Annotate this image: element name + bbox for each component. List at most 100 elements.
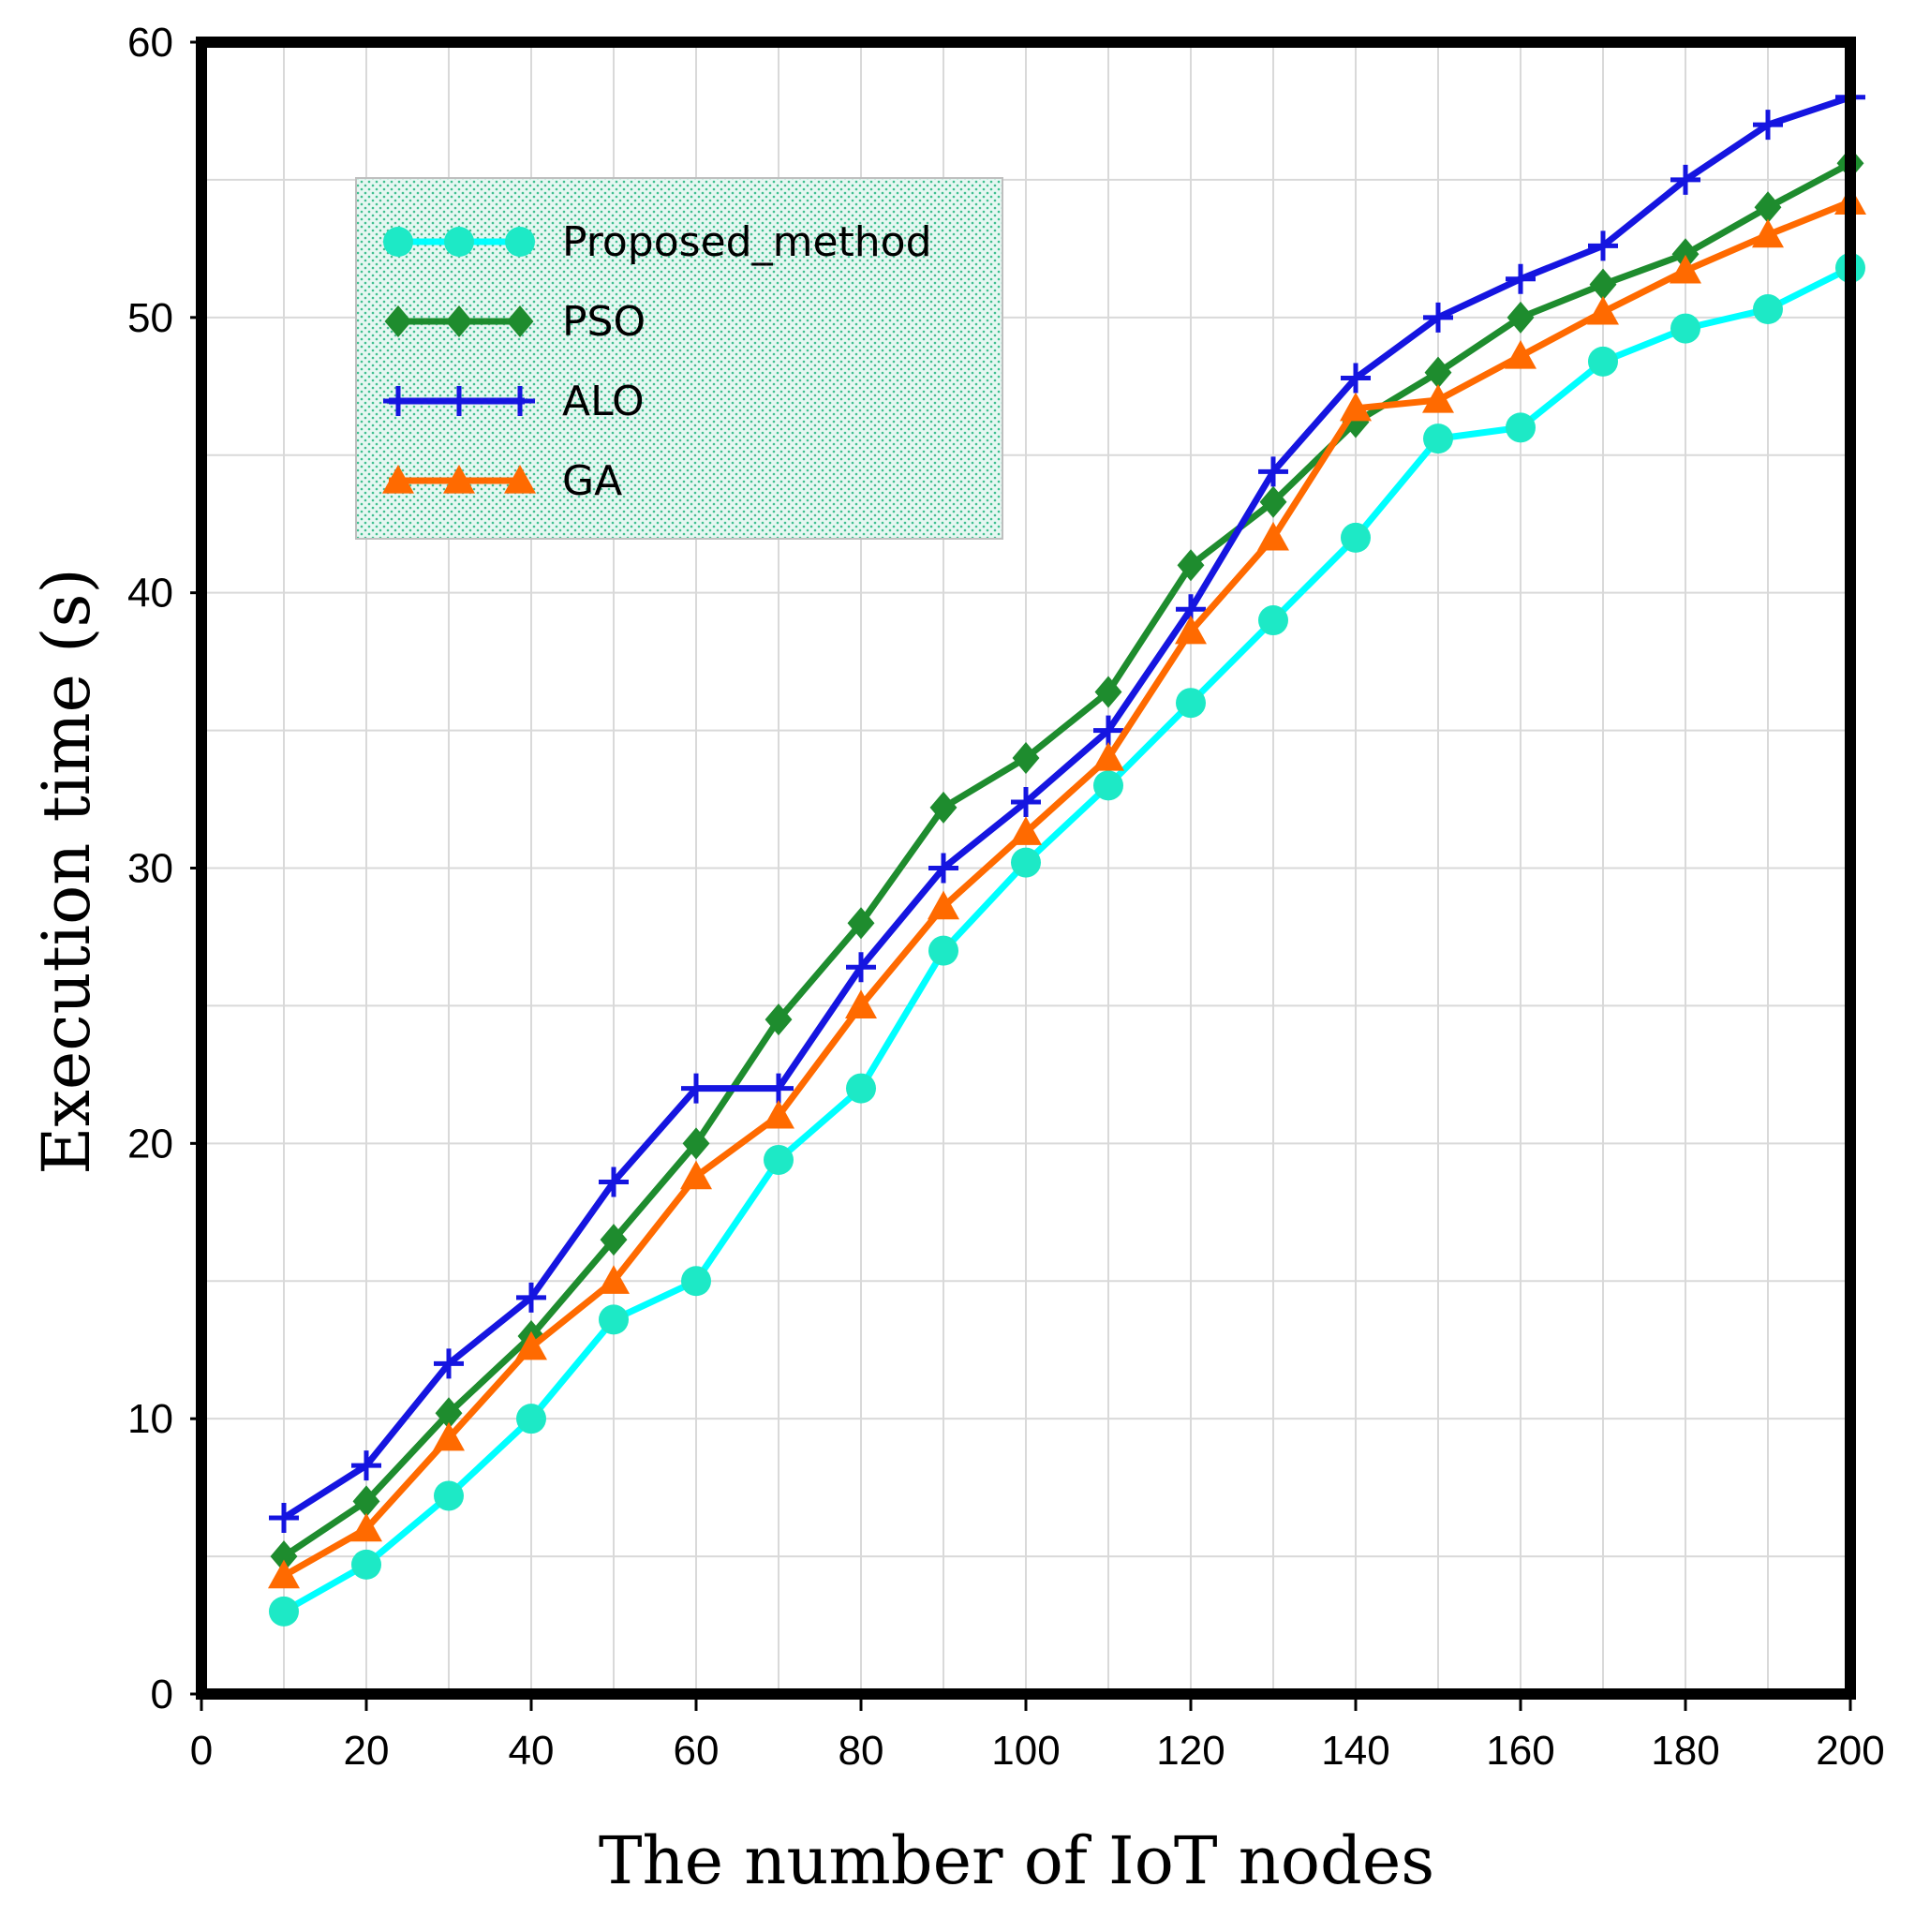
data-point <box>680 1160 712 1190</box>
x-tick-label: 160 <box>1486 1728 1554 1774</box>
data-point <box>681 1073 711 1104</box>
data-point <box>1423 302 1453 333</box>
data-point <box>1588 230 1618 261</box>
data-point <box>434 1348 464 1379</box>
series-line <box>282 94 1852 1521</box>
data-point <box>435 1397 463 1430</box>
data-point <box>1177 549 1205 582</box>
data-point <box>1506 412 1536 443</box>
x-tick-label: 120 <box>1156 1728 1225 1774</box>
data-point <box>598 1265 630 1294</box>
legend-label: PSO <box>562 298 646 346</box>
data-point <box>764 1144 794 1175</box>
data-point <box>382 465 414 494</box>
x-axis-ticks: 0 20 40 60 80 100 120 140 160 180 200 <box>190 1694 1885 1774</box>
data-point <box>928 853 958 884</box>
legend-items: Proposed_method PSO ALO GA <box>382 218 932 505</box>
data-point <box>846 1073 876 1104</box>
data-point <box>763 1099 794 1129</box>
series-ga <box>268 186 1866 1589</box>
legend-entry: Proposed_method <box>383 218 932 266</box>
data-point <box>1670 164 1700 195</box>
data-point <box>1423 424 1453 454</box>
x-tick-label: 0 <box>190 1728 213 1774</box>
data-point <box>269 1502 299 1533</box>
x-tick-label: 40 <box>509 1728 555 1774</box>
legend-label: ALO <box>562 378 645 425</box>
series-proposed-method <box>269 252 1865 1627</box>
series-alo <box>269 82 1865 1533</box>
legend-label: Proposed_method <box>562 218 932 266</box>
series-line <box>282 264 1852 1614</box>
data-point <box>845 989 877 1019</box>
data-point <box>1753 294 1783 325</box>
data-point <box>1257 521 1289 551</box>
x-tick-label: 200 <box>1816 1728 1884 1774</box>
data-point <box>270 1540 298 1573</box>
data-point <box>516 1282 546 1313</box>
data-point <box>444 386 474 416</box>
data-point <box>352 1485 380 1518</box>
y-tick-label: 20 <box>127 1121 173 1167</box>
data-point <box>1588 346 1618 377</box>
data-point <box>384 305 412 337</box>
data-point <box>682 1127 710 1160</box>
y-tick-label: 0 <box>151 1672 173 1717</box>
data-point <box>1092 741 1124 771</box>
data-point <box>928 935 958 966</box>
x-axis-title: The number of IoT nodes <box>599 1822 1434 1899</box>
data-point <box>383 386 413 416</box>
x-tick-label: 80 <box>839 1728 884 1774</box>
data-point <box>765 1003 793 1036</box>
y-tick-label: 30 <box>127 846 173 892</box>
data-point <box>1093 715 1123 746</box>
y-axis-title: Execution time (s) <box>28 568 105 1174</box>
data-point <box>1424 356 1452 389</box>
data-point <box>1012 741 1040 774</box>
data-point <box>1505 339 1536 369</box>
data-point <box>1258 605 1288 636</box>
legend-label: GA <box>562 457 622 505</box>
data-point <box>1011 786 1041 817</box>
y-tick-label: 40 <box>127 571 173 617</box>
data-point <box>1670 313 1700 344</box>
data-point <box>599 1167 629 1197</box>
data-point <box>1010 816 1042 845</box>
data-point <box>351 1450 381 1481</box>
data-point <box>443 465 475 494</box>
data-point <box>1094 676 1122 708</box>
data-point <box>1587 295 1619 325</box>
legend: Proposed_method PSO ALO GA <box>355 177 1003 540</box>
x-tick-label: 20 <box>344 1728 390 1774</box>
data-point <box>506 305 534 337</box>
data-point <box>445 305 473 337</box>
data-point <box>1754 191 1782 224</box>
data-point <box>1093 770 1123 801</box>
data-point <box>434 1480 464 1511</box>
y-tick-label: 10 <box>127 1396 173 1442</box>
data-point <box>1341 363 1371 394</box>
series-line <box>282 160 1852 1559</box>
data-point <box>515 1330 547 1360</box>
series-pso <box>270 147 1864 1573</box>
data-point <box>1671 238 1700 271</box>
data-point <box>383 227 413 257</box>
data-point <box>600 1224 628 1256</box>
legend-entry: PSO <box>384 298 646 346</box>
data-point <box>846 952 876 983</box>
data-point <box>1175 615 1207 645</box>
data-point <box>681 1266 711 1297</box>
y-axis-ticks: 0 10 20 30 40 50 60 <box>127 20 201 1717</box>
y-tick-label: 50 <box>127 295 173 341</box>
data-point <box>1258 456 1288 487</box>
data-point <box>1341 522 1371 553</box>
series-line <box>282 199 1852 1579</box>
data-point <box>269 1596 299 1627</box>
data-point <box>1506 263 1536 294</box>
data-point <box>516 1404 546 1434</box>
series-lines <box>268 82 1866 1627</box>
data-point <box>1670 254 1701 284</box>
data-point <box>929 791 958 824</box>
data-point <box>350 1512 382 1542</box>
